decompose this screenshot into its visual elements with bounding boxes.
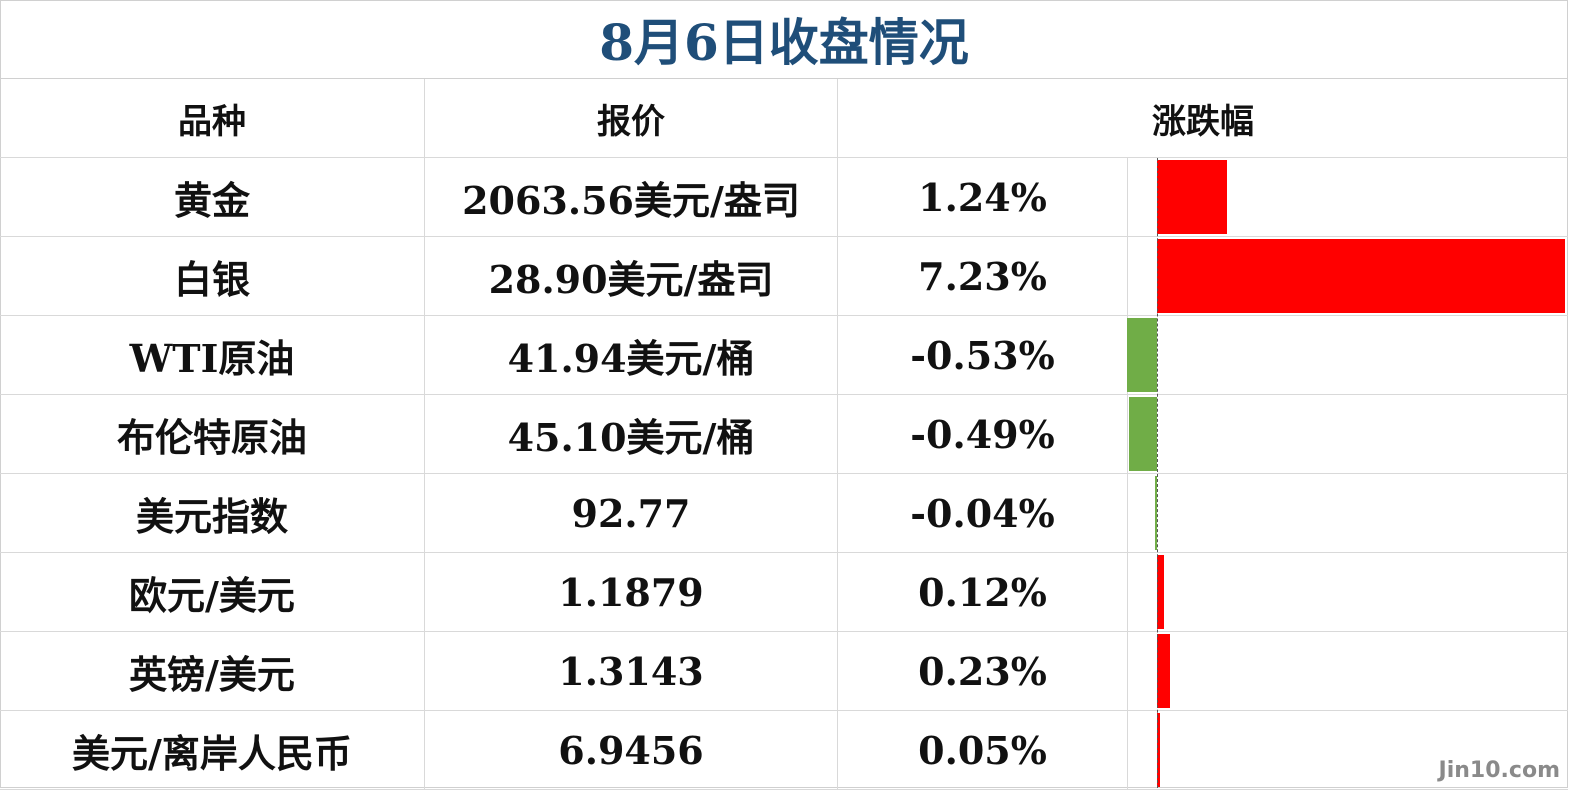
change-bar-cell	[1128, 158, 1568, 236]
variety-cell: 美元指数	[0, 474, 425, 552]
variety-cell: 欧元/美元	[0, 553, 425, 631]
change-cell: 0.05%	[838, 711, 1128, 789]
price-cell: 92.77	[425, 474, 838, 552]
header-change: 涨跌幅	[1152, 101, 1254, 142]
variety-cell: 白银	[0, 237, 425, 315]
table-row: 黄金 2063.56美元/盎司 1.24%	[0, 158, 1568, 237]
price-cell: 6.9456	[425, 711, 838, 789]
variety-cell: 英镑/美元	[0, 632, 425, 710]
table-row: WTI原油 41.94美元/桶 -0.53%	[0, 316, 1568, 395]
table-row: 白银 28.90美元/盎司 7.23%	[0, 237, 1568, 316]
bar-zero-axis	[1157, 158, 1158, 788]
price-cell: 1.3143	[425, 632, 838, 710]
change-cell: -0.49%	[838, 395, 1128, 473]
price-cell: 45.10美元/桶	[425, 395, 838, 473]
price-cell: 41.94美元/桶	[425, 316, 838, 394]
change-cell: 0.12%	[838, 553, 1128, 631]
change-bar	[1157, 713, 1160, 787]
change-bar-cell	[1128, 553, 1568, 631]
change-cell: 7.23%	[838, 237, 1128, 315]
variety-cell: 美元/离岸人民币	[0, 711, 425, 789]
page-title: 8月6日收盘情况	[0, 0, 1568, 79]
table-header: 品种 报价 涨跌幅	[0, 79, 1568, 158]
change-bar	[1157, 634, 1170, 708]
header-price: 报价	[425, 79, 838, 157]
change-bar-cell	[1128, 237, 1568, 315]
change-bar	[1157, 555, 1164, 629]
change-bar	[1129, 397, 1157, 471]
change-cell: -0.04%	[838, 474, 1128, 552]
change-cell: 1.24%	[838, 158, 1128, 236]
watermark: Jin10.com	[1438, 758, 1560, 783]
variety-cell: 黄金	[0, 158, 425, 236]
header-variety: 品种	[0, 79, 425, 157]
table-row: 欧元/美元 1.1879 0.12%	[0, 553, 1568, 632]
change-bar-cell	[1127, 316, 1568, 394]
change-bar	[1157, 239, 1565, 313]
variety-cell: WTI原油	[0, 316, 425, 394]
change-bar	[1154, 476, 1157, 550]
change-bar-cell	[1128, 632, 1568, 710]
change-bar-cell	[1128, 395, 1568, 473]
table-row: 英镑/美元 1.3143 0.23%	[0, 632, 1568, 711]
change-bar	[1127, 318, 1157, 392]
table-row: 美元指数 92.77 -0.04%	[0, 474, 1568, 553]
change-bar-cell	[1128, 711, 1568, 789]
change-cell: 0.23%	[838, 632, 1128, 710]
price-cell: 1.1879	[425, 553, 838, 631]
table-row: 布伦特原油 45.10美元/桶 -0.49%	[0, 395, 1568, 474]
price-cell: 2063.56美元/盎司	[425, 158, 838, 236]
table-row: 美元/离岸人民币 6.9456 0.05%	[0, 711, 1568, 790]
change-bar-cell	[1128, 474, 1568, 552]
change-bar	[1157, 160, 1227, 234]
variety-cell: 布伦特原油	[0, 395, 425, 473]
change-cell: -0.53%	[838, 316, 1128, 394]
price-cell: 28.90美元/盎司	[425, 237, 838, 315]
